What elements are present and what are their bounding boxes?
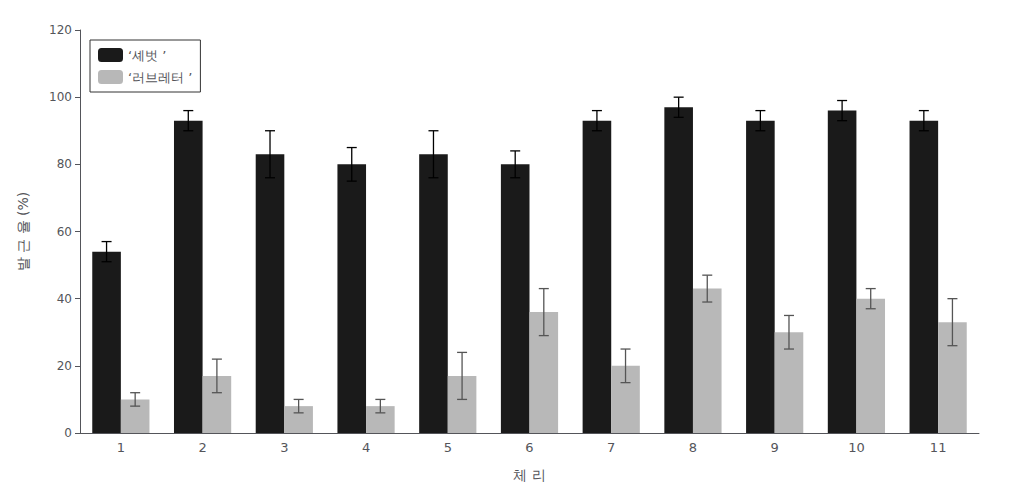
svg-text:10: 10 — [848, 440, 865, 455]
svg-text:‘러브레터 ’: ‘러브레터 ’ — [128, 70, 192, 85]
svg-text:60: 60 — [57, 225, 72, 239]
svg-text:100: 100 — [49, 90, 72, 104]
svg-text:9: 9 — [771, 440, 779, 455]
svg-text:4: 4 — [362, 440, 370, 455]
svg-text:1: 1 — [117, 440, 125, 455]
svg-text:체 리: 체 리 — [513, 467, 545, 483]
svg-text:8: 8 — [689, 440, 697, 455]
svg-text:3: 3 — [280, 440, 288, 455]
svg-text:40: 40 — [57, 292, 72, 306]
svg-text:5: 5 — [444, 440, 452, 455]
svg-text:120: 120 — [49, 23, 72, 37]
svg-text:7: 7 — [607, 440, 615, 455]
svg-text:‘셰벗 ’: ‘셰벗 ’ — [128, 48, 166, 63]
svg-text:80: 80 — [57, 157, 72, 171]
svg-text:20: 20 — [57, 359, 72, 373]
svg-text:11: 11 — [930, 440, 947, 455]
svg-text:2: 2 — [198, 440, 206, 455]
svg-text:발 근 율 (%): 발 근 율 (%) — [15, 192, 31, 272]
svg-text:6: 6 — [525, 440, 533, 455]
svg-text:0: 0 — [64, 426, 72, 440]
